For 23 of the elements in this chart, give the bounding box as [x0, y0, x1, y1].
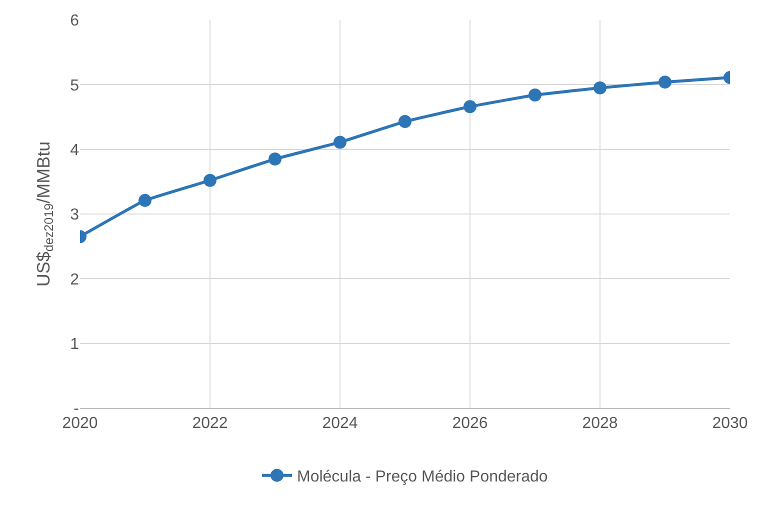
y-tick-label: 5	[70, 77, 80, 94]
x-tick-label: 2028	[582, 415, 618, 432]
x-tick-label: 2026	[452, 415, 488, 432]
y-tick-label: 2	[70, 271, 80, 288]
legend-label: Molécula - Preço Médio Ponderado	[297, 468, 548, 486]
point	[268, 152, 282, 166]
y-tick-label: -	[74, 400, 79, 418]
x-tick-label: 2022	[192, 415, 228, 432]
point	[528, 88, 542, 102]
y-tick-label: 1	[70, 336, 80, 353]
y-tick-label: 4	[70, 142, 80, 159]
y-tick-label: 3	[70, 206, 80, 224]
point	[594, 81, 606, 94]
y-tick-label: 6	[70, 12, 80, 30]
point	[398, 115, 412, 128]
x-tick-label: 2030	[712, 415, 748, 432]
x-tick-label: 2024	[322, 415, 358, 432]
point	[334, 136, 346, 149]
point	[204, 174, 216, 187]
point	[464, 100, 476, 114]
x-tick-label: 2020	[62, 415, 98, 432]
point	[138, 194, 152, 207]
point	[658, 76, 672, 89]
